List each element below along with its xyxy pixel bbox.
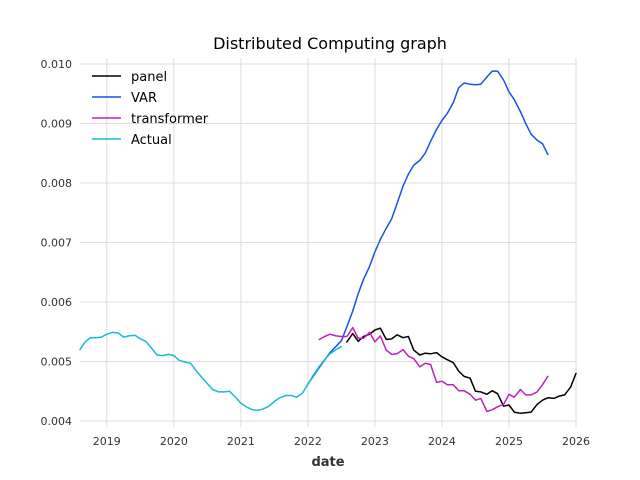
tick-labels: 2019 2020 2021 2022 2023 2024 2025 2026 0.004 0.0… [41, 58, 591, 448]
y-tick-label: 0.008 [41, 177, 73, 190]
chart-title: Distributed Computing graph [213, 34, 447, 53]
y-tick-label: 0.009 [41, 117, 73, 130]
x-tick-label: 2020 [160, 435, 188, 448]
legend-label: VAR [131, 91, 157, 106]
series-group [79, 70, 577, 415]
series-line-actual [79, 331, 343, 412]
y-tick-label: 0.007 [41, 237, 73, 250]
x-tick-label: 2022 [294, 435, 322, 448]
x-tick-label: 2023 [361, 435, 389, 448]
y-tick-label: 0.006 [41, 296, 73, 309]
legend-label: Actual [131, 133, 172, 148]
x-axis-label: date [311, 455, 344, 470]
y-tick-label: 0.004 [41, 415, 73, 428]
y-tick-label: 0.010 [41, 58, 73, 71]
x-tick-label: 2024 [428, 435, 456, 448]
series-line-transformer [318, 326, 549, 413]
y-tick-label: 0.005 [41, 356, 73, 369]
legend: panel VAR transformer Actual [92, 70, 209, 148]
legend-label: panel [131, 70, 167, 85]
x-tick-label: 2026 [562, 435, 590, 448]
x-tick-label: 2021 [227, 435, 255, 448]
x-tick-label: 2019 [93, 435, 121, 448]
series-line-panel [346, 327, 577, 415]
series-line-var [307, 70, 549, 385]
legend-label: transformer [131, 112, 209, 127]
x-tick-label: 2025 [495, 435, 523, 448]
